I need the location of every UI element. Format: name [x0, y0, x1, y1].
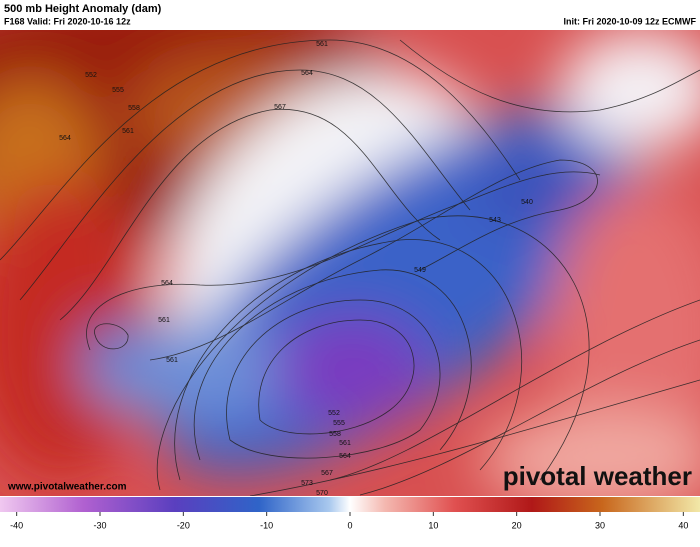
contour-label: 549 — [414, 267, 426, 274]
contour-label: 567 — [274, 104, 286, 111]
contour-label: 567 — [321, 470, 333, 477]
contour-label: 570 — [316, 490, 328, 497]
contour-label: 564 — [59, 135, 71, 142]
site-url: www.pivotalweather.com — [7, 482, 127, 493]
colorbar-tick-label: 30 — [595, 520, 605, 530]
contour-label: 558 — [128, 105, 140, 112]
contour-label: 561 — [122, 128, 134, 135]
contour-label: 561 — [158, 317, 170, 324]
colorbar-tick-label: -20 — [177, 520, 190, 530]
map-title: 500 mb Height Anomaly (dam) — [4, 3, 162, 15]
contour-label: 555 — [112, 87, 124, 94]
valid-time: F168 Valid: Fri 2020-10-16 12z — [4, 16, 131, 26]
contour-label: 561 — [316, 41, 328, 48]
contour-label: 561 — [339, 440, 351, 447]
colorbar-tick-label: -40 — [10, 520, 23, 530]
contour-label: 558 — [329, 431, 341, 438]
contour-label: 564 — [161, 280, 173, 287]
contour-label: 540 — [521, 199, 533, 206]
colorbar — [0, 497, 700, 512]
colorbar-tick-label: 20 — [512, 520, 522, 530]
contour-label: 564 — [301, 70, 313, 77]
colorbar-tick-label: -30 — [93, 520, 106, 530]
init-time: Init: Fri 2020-10-09 12z ECMWF — [563, 16, 696, 26]
colorbar-tick-label: -10 — [260, 520, 273, 530]
contour-label: 555 — [333, 420, 345, 427]
colorbar-tick-label: 0 — [347, 520, 352, 530]
brand-logo: pivotal weather — [503, 461, 692, 491]
contour-label: 573 — [301, 480, 313, 487]
contour-label: 561 — [166, 357, 178, 364]
contour-label: 564 — [339, 453, 351, 460]
contour-label: 543 — [489, 217, 501, 224]
contour-label: 552 — [85, 72, 97, 79]
contour-label: 552 — [328, 410, 340, 417]
colorbar-tick-label: 40 — [678, 520, 688, 530]
colorbar-tick-label: 10 — [428, 520, 438, 530]
